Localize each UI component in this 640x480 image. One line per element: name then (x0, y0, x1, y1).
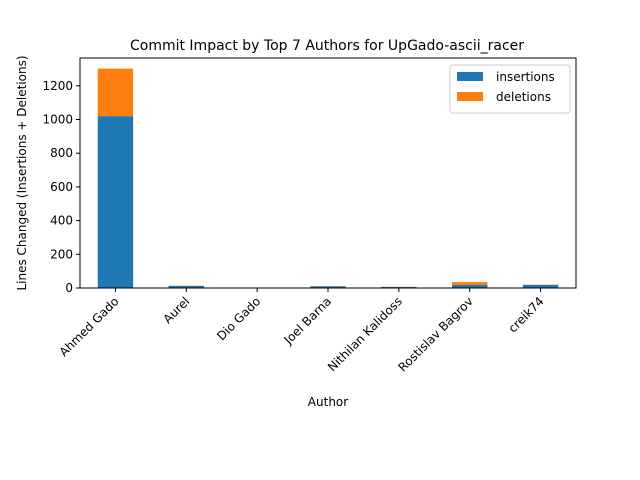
bar-insertions-6 (522, 284, 559, 288)
x-tick-label: Rostislav Bagrov (396, 294, 476, 374)
legend-label-insertions: insertions (496, 70, 555, 84)
bar-insertions-5 (452, 284, 488, 288)
x-tick-label: Aurel (160, 294, 192, 326)
bar-deletions-0 (97, 68, 134, 117)
y-tick-label: 1200 (42, 79, 73, 93)
y-tick-label: 600 (50, 180, 73, 194)
x-tick-label: Dio Gado (214, 294, 263, 343)
legend-swatch-deletions (457, 92, 483, 101)
x-tick-label: Ahmed Gado (57, 294, 122, 359)
chart-title: Commit Impact by Top 7 Authors for UpGad… (130, 38, 524, 54)
x-axis-ticks: Ahmed Gado Aurel Dio Gado Joel BarnaNithila… (57, 288, 547, 375)
y-tick-label: 800 (50, 146, 73, 160)
y-tick-label: 200 (50, 247, 73, 261)
plot-frame (79, 57, 577, 289)
x-tick-label: Nithilan Kalidoss (325, 294, 405, 374)
legend: insertions deletions (449, 64, 571, 114)
legend-swatch-insertions (457, 72, 483, 81)
y-tick-label: 400 (50, 214, 73, 228)
y-axis-title: Lines Changed (Insertions + Deletions) (15, 55, 29, 290)
y-tick-label: 1000 (42, 113, 73, 127)
x-tick-label: Joel Barna (281, 294, 335, 348)
legend-label-deletions: deletions (496, 90, 551, 104)
x-tick-label: creik74 (506, 294, 547, 335)
bar-insertions-3 (310, 286, 346, 288)
bar-insertions-1 (168, 285, 204, 288)
bar-insertions-0 (97, 116, 134, 288)
bar-insertions-4 (381, 286, 417, 288)
bar-deletions-5 (452, 282, 488, 285)
bars-group (97, 68, 559, 288)
x-axis-title: Author (308, 395, 348, 409)
y-tick-label: 0 (65, 281, 73, 295)
y-axis-ticks: 0 200 400 600 800 1000 1200 (42, 79, 80, 295)
